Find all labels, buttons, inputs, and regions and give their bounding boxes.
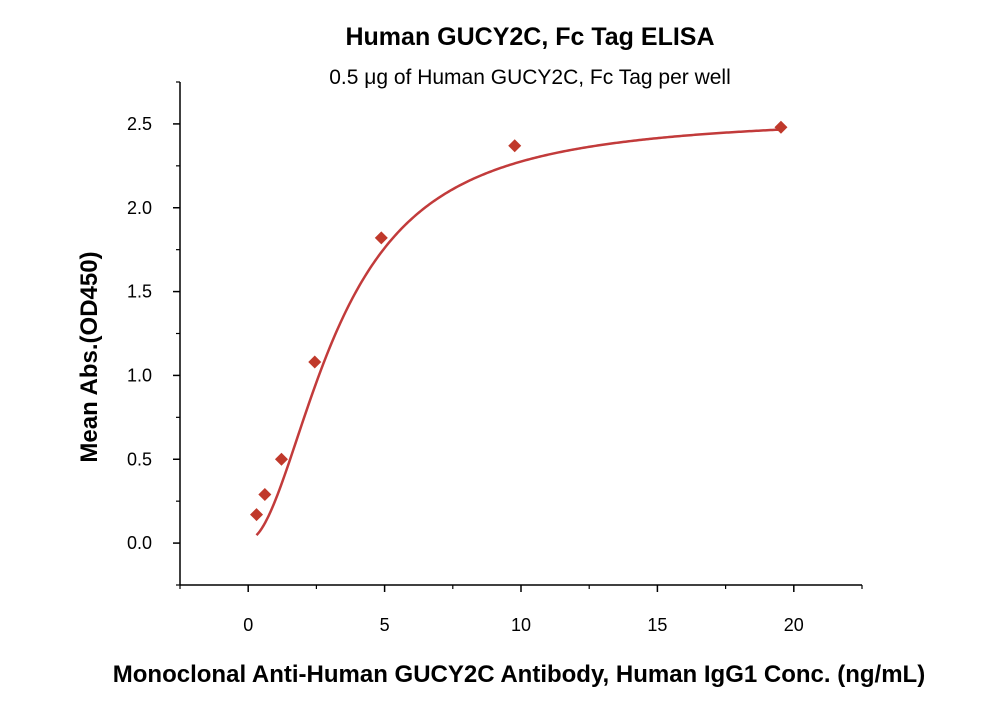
fit-curve <box>255 128 782 537</box>
y-ticks: 0.0 0.5 1.0 1.5 2.0 2.5 <box>127 81 180 586</box>
y-tick-label: 2.0 <box>127 198 152 218</box>
y-tick-label: 1.0 <box>127 365 152 385</box>
x-tick-label: 0 <box>243 615 253 635</box>
data-point-diamond <box>308 355 322 369</box>
data-point-diamond <box>258 487 272 501</box>
chart-subtitle: 0.5 μg of Human GUCY2C, Fc Tag per well <box>329 66 731 89</box>
x-axis-title: Monoclonal Anti-Human GUCY2C Antibody, H… <box>113 661 925 688</box>
x-tick-label: 5 <box>380 615 390 635</box>
data-point-diamond <box>508 139 522 153</box>
y-tick-label: 2.5 <box>127 114 152 134</box>
data-points <box>250 120 788 522</box>
data-point-diamond <box>250 508 264 522</box>
y-tick-label: 1.5 <box>127 282 152 302</box>
data-point-diamond <box>274 452 288 466</box>
x-tick-label: 20 <box>784 615 804 635</box>
data-point-diamond <box>774 120 788 134</box>
x-tick-label: 15 <box>647 615 667 635</box>
chart-title: Human GUCY2C, Fc Tag ELISA <box>345 23 714 51</box>
y-tick-label: 0.5 <box>127 449 152 469</box>
data-point-diamond <box>374 231 388 245</box>
y-axis-title: Mean Abs.(OD450) <box>76 251 103 462</box>
x-ticks: 0 5 10 15 20 <box>179 585 863 635</box>
y-tick-label: 0.0 <box>127 533 152 553</box>
x-tick-label: 10 <box>511 615 531 635</box>
